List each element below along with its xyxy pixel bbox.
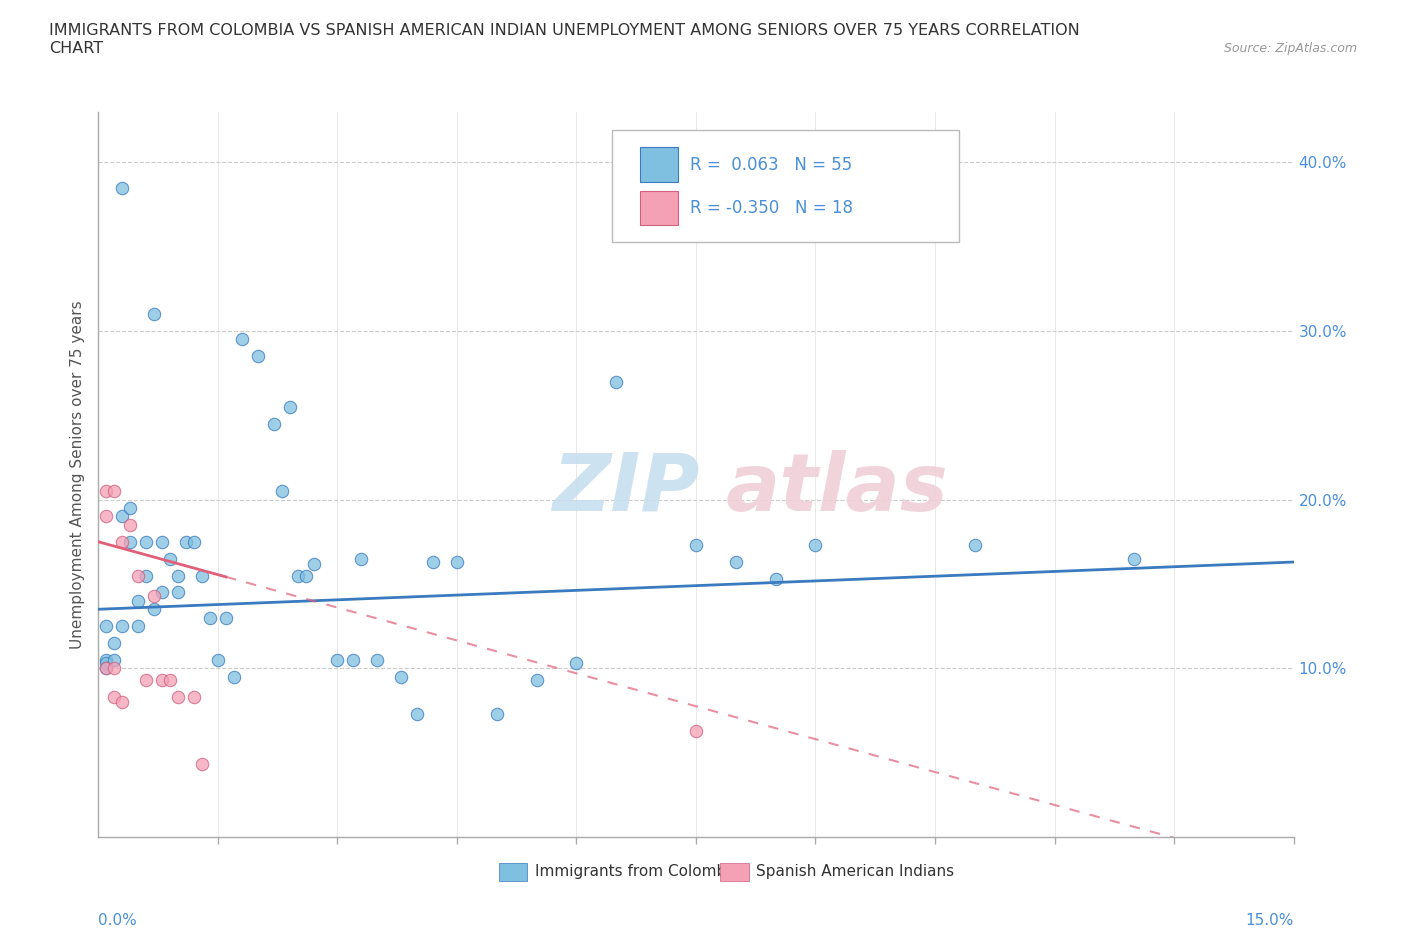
Point [263, 417, 285, 432]
Point [804, 538, 827, 552]
Point [406, 707, 429, 722]
Point [111, 695, 134, 710]
Point [103, 484, 125, 498]
Point [302, 556, 325, 571]
Point [143, 602, 166, 617]
Point [326, 653, 349, 668]
Point [103, 653, 125, 668]
Point [422, 554, 444, 569]
Point [485, 707, 508, 722]
Text: R =  0.063   N = 55: R = 0.063 N = 55 [690, 155, 852, 174]
Point [526, 672, 548, 687]
Point [111, 509, 134, 524]
Point [685, 724, 707, 738]
Point [96, 661, 118, 676]
Point [287, 568, 309, 583]
Point [127, 593, 149, 608]
Point [366, 653, 388, 668]
Point [96, 509, 118, 524]
Bar [640, 191, 678, 225]
Point [1123, 551, 1146, 566]
Point [350, 551, 373, 566]
Point [167, 585, 190, 600]
Y-axis label: Unemployment Among Seniors over 75 years: Unemployment Among Seniors over 75 years [69, 300, 84, 648]
Point [183, 689, 205, 704]
Point [135, 535, 157, 550]
Point [111, 618, 134, 633]
Text: atlas: atlas [725, 450, 949, 528]
Point [685, 538, 707, 552]
Point [294, 568, 316, 583]
Point [207, 653, 229, 668]
Point [342, 653, 364, 668]
Point [120, 517, 142, 532]
Point [127, 618, 149, 633]
Point [167, 689, 190, 704]
Text: Spanish American Indians: Spanish American Indians [756, 864, 953, 880]
Point [96, 484, 118, 498]
Point [198, 610, 221, 625]
Point [103, 689, 125, 704]
Text: ZIP: ZIP [553, 450, 700, 528]
Point [389, 670, 412, 684]
Point [135, 672, 157, 687]
Text: R = -0.350   N = 18: R = -0.350 N = 18 [690, 199, 853, 217]
Point [103, 635, 125, 650]
Point [159, 672, 181, 687]
Point [246, 349, 269, 364]
Point [96, 653, 118, 668]
Point [215, 610, 238, 625]
Point [765, 571, 787, 586]
Point [143, 307, 166, 322]
Point [143, 589, 166, 604]
Point [174, 535, 197, 550]
Point [127, 568, 149, 583]
Point [446, 554, 468, 569]
Text: IMMIGRANTS FROM COLOMBIA VS SPANISH AMERICAN INDIAN UNEMPLOYMENT AMONG SENIORS O: IMMIGRANTS FROM COLOMBIA VS SPANISH AMER… [49, 23, 1080, 56]
Text: 15.0%: 15.0% [1246, 913, 1294, 928]
Point [96, 661, 118, 676]
Point [150, 672, 173, 687]
Point [222, 670, 245, 684]
Point [724, 554, 747, 569]
Text: 0.0%: 0.0% [98, 913, 138, 928]
Point [111, 535, 134, 550]
Point [96, 656, 118, 671]
Point [111, 180, 134, 195]
Text: Immigrants from Colombia: Immigrants from Colombia [534, 864, 740, 880]
Point [191, 568, 214, 583]
Point [150, 535, 173, 550]
Point [96, 618, 118, 633]
Point [103, 661, 125, 676]
Text: Source: ZipAtlas.com: Source: ZipAtlas.com [1223, 42, 1357, 55]
Bar [720, 863, 748, 881]
Point [150, 585, 173, 600]
Point [270, 484, 292, 498]
Point [135, 568, 157, 583]
Bar [640, 147, 678, 182]
Point [120, 500, 142, 515]
Point [183, 535, 205, 550]
Point [565, 656, 588, 671]
Point [231, 332, 253, 347]
Point [120, 535, 142, 550]
Point [191, 757, 214, 772]
Point [167, 568, 190, 583]
Point [278, 399, 301, 414]
Point [605, 374, 627, 389]
Point [963, 538, 986, 552]
FancyBboxPatch shape [613, 130, 959, 242]
Bar [499, 863, 527, 881]
Point [159, 551, 181, 566]
